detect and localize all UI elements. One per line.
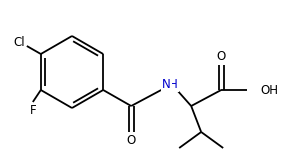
Text: O: O [217,50,226,62]
Text: O: O [127,135,136,147]
Text: Cl: Cl [13,36,25,48]
Text: F: F [30,104,36,116]
Text: H: H [169,78,178,92]
Text: OH: OH [260,83,278,97]
Text: N: N [162,78,171,92]
